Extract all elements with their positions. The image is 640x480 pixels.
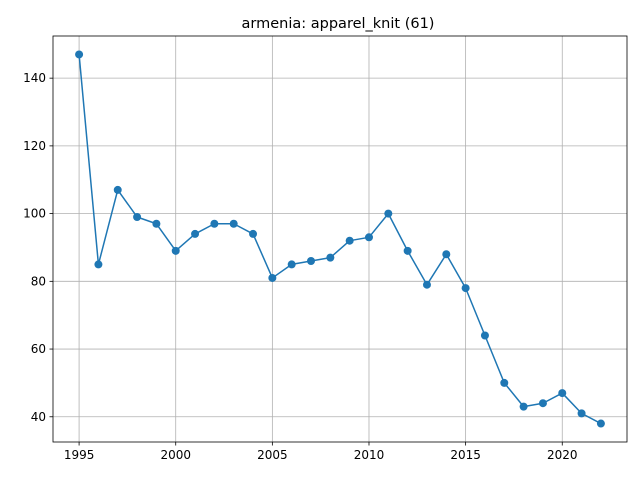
y-tick-label: 100 — [23, 207, 46, 221]
data-point — [442, 250, 451, 259]
series-layer — [75, 50, 605, 428]
grid-lines — [53, 36, 627, 442]
data-point — [229, 219, 238, 228]
data-point — [94, 260, 103, 269]
data-point — [307, 257, 316, 266]
data-point — [577, 409, 586, 418]
y-tick-label: 60 — [31, 342, 46, 356]
axes: 1995 2000 2005 2010 2015 2020 40 60 80 100 120 140 — [23, 35, 628, 462]
x-tick-label: 2015 — [450, 448, 481, 462]
x-tick-label: 2020 — [547, 448, 578, 462]
data-point — [384, 209, 393, 218]
data-point — [596, 419, 605, 428]
data-point — [558, 389, 567, 398]
x-tick-label: 2000 — [160, 448, 191, 462]
data-point — [326, 253, 335, 262]
data-point — [403, 246, 412, 255]
plot-frame — [52, 35, 628, 443]
data-point — [133, 212, 142, 221]
data-point — [210, 219, 219, 228]
data-point — [345, 236, 354, 245]
data-point — [422, 280, 431, 289]
y-tick-label: 80 — [31, 274, 46, 288]
data-point — [500, 378, 509, 387]
data-point — [113, 185, 122, 194]
data-point — [538, 399, 547, 408]
series-line — [78, 54, 602, 425]
data-point — [480, 331, 489, 340]
data-point — [191, 229, 200, 238]
data-point — [268, 273, 277, 282]
x-tick-label: 2005 — [257, 448, 288, 462]
data-point — [519, 402, 528, 411]
data-point — [75, 50, 84, 59]
chart-title: armenia: apparel_knit (61) — [242, 16, 435, 32]
x-tick-label: 1995 — [64, 448, 95, 462]
data-point — [364, 233, 373, 242]
x-tick-label: 2010 — [354, 448, 385, 462]
y-tick-label: 140 — [23, 71, 46, 85]
data-point — [171, 246, 180, 255]
data-point — [152, 219, 161, 228]
y-tick-label: 120 — [23, 139, 46, 153]
data-point — [287, 260, 296, 269]
data-point — [249, 229, 258, 238]
y-tick-label: 40 — [31, 410, 46, 424]
data-point — [461, 284, 470, 293]
